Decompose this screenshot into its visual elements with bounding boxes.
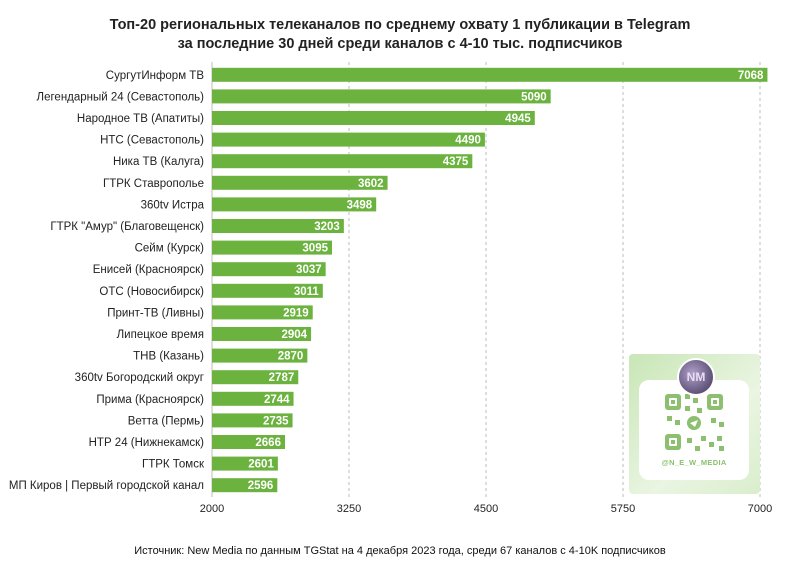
data-label: 5090: [521, 91, 547, 103]
bar: [212, 219, 344, 233]
bar: [212, 132, 485, 147]
category-label: Народное ТВ (Апатиты): [77, 113, 204, 125]
bar: [212, 154, 473, 169]
bar: [212, 348, 308, 363]
data-label: 2601: [248, 459, 274, 471]
qr-handle-label: @N_E_W_MEDIA: [661, 458, 727, 467]
chart-title-line-2: за последние 30 дней среди каналов с 4-1…: [177, 36, 623, 52]
x-tick-label: 7000: [748, 503, 772, 515]
bar: [212, 478, 278, 493]
x-tick-label: 3250: [337, 503, 361, 515]
bar: [212, 370, 299, 385]
bar: [212, 413, 293, 428]
category-label: 360tv Истра: [141, 199, 205, 211]
data-label: 3203: [314, 221, 340, 233]
data-label: 4945: [505, 113, 531, 125]
category-label: ГТРК Ставрополье: [103, 178, 204, 190]
data-label: 4490: [455, 135, 481, 147]
data-label: 7068: [738, 70, 764, 82]
data-label: 2904: [281, 329, 307, 341]
qr-code-card[interactable]: @N_E_W_MEDIA NM: [629, 354, 760, 494]
bar: [212, 240, 333, 255]
category-label: НТР 24 (Нижнекамск): [89, 437, 205, 449]
data-label: 3498: [347, 199, 373, 211]
avatar-text: NM: [686, 370, 706, 384]
data-label: 3037: [296, 264, 322, 276]
category-label: Ветта (Пермь): [128, 415, 204, 427]
bar: [212, 197, 377, 212]
category-label: ГТРК "Амур" (Благовещенск): [50, 221, 204, 233]
category-label: Принт-ТВ (Ливны): [107, 307, 204, 319]
bar: [212, 89, 551, 104]
x-tick-label: 4500: [474, 503, 498, 515]
category-label: 360tv Богородский округ: [75, 372, 204, 384]
source-note: Источник: New Media по данным TGStat на …: [134, 545, 666, 557]
category-label: МП Киров | Первый городской канал: [9, 480, 204, 492]
category-label: Легендарный 24 (Севастополь): [37, 91, 205, 103]
category-label: НТС (Севастополь): [100, 135, 204, 147]
data-label: 3095: [302, 243, 328, 255]
chart-title-line-1: Топ-20 региональных телеканалов по средн…: [109, 17, 691, 33]
bar: [212, 305, 313, 320]
data-label: 2870: [278, 351, 304, 363]
category-label: ОТС (Новосибирск): [99, 286, 204, 298]
avatar-icon: NM: [677, 358, 715, 396]
data-label: 2735: [263, 415, 289, 427]
bar: [212, 391, 294, 406]
bar: [212, 327, 312, 341]
qr-code-panel: @N_E_W_MEDIA: [639, 380, 749, 480]
bar: [212, 262, 326, 277]
category-label: ГТРК Томск: [142, 459, 205, 471]
category-label: Енисей (Красноярск): [93, 264, 204, 276]
bar: [212, 175, 388, 190]
bar: [212, 111, 535, 125]
category-label: СургутИнформ ТВ: [106, 70, 205, 82]
chart-title: Топ-20 региональных телеканалов по средн…: [0, 16, 800, 54]
x-tick-label: 2000: [200, 503, 224, 515]
qr-code-icon: [665, 394, 724, 451]
x-tick-label: 5750: [611, 503, 635, 515]
category-label: Липецкое время: [117, 329, 204, 341]
data-label: 2919: [283, 307, 309, 319]
category-label: Прима (Красноярск): [96, 394, 204, 406]
category-label: Ника ТВ (Калуга): [113, 156, 204, 168]
data-label: 2666: [255, 437, 281, 449]
bar: [212, 435, 285, 449]
category-label: ТНВ (Казань): [133, 351, 204, 363]
bar: [212, 67, 768, 82]
category-label: Сейм (Курск): [135, 243, 205, 255]
bar: [212, 456, 278, 471]
data-label: 3011: [294, 286, 320, 298]
bar: [212, 283, 323, 298]
data-label: 2787: [269, 372, 295, 384]
data-label: 4375: [443, 156, 469, 168]
data-label: 2744: [264, 394, 290, 406]
data-label: 2596: [248, 480, 274, 492]
data-label: 3602: [358, 178, 384, 190]
